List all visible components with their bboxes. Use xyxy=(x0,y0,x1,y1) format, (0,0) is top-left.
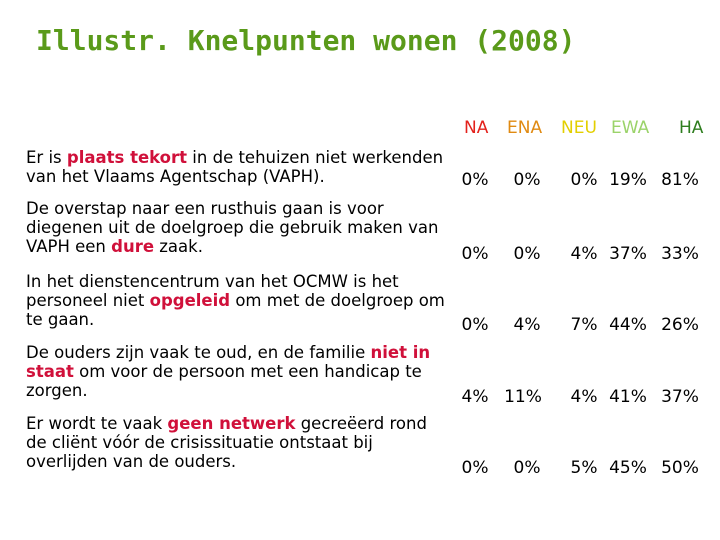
value-ewa: 44% xyxy=(609,315,647,335)
value-neu: 0% xyxy=(570,170,598,190)
value-ha: 26% xyxy=(661,315,699,335)
header-na: NA xyxy=(464,118,489,138)
statement-text: Er wordt te vaak xyxy=(26,414,168,433)
header-ena: ENA xyxy=(507,118,543,138)
value-na: 0% xyxy=(461,458,489,478)
statement-highlight: opgeleid xyxy=(149,291,231,310)
value-neu: 5% xyxy=(570,458,598,478)
statement-3: In het dienstencentrum van het OCMW is h… xyxy=(26,272,446,329)
statement-text: De ouders zijn vaak te oud, en de famili… xyxy=(26,343,371,362)
header-ha: HA xyxy=(679,118,704,138)
statement-highlight: dure xyxy=(111,237,155,256)
value-ewa: 45% xyxy=(609,458,647,478)
slide-title: Illustr. Knelpunten wonen (2008) xyxy=(36,24,576,57)
statement-text: De overstap naar een rusthuis gaan is vo… xyxy=(26,199,439,256)
value-na: 0% xyxy=(461,244,489,264)
value-ewa: 37% xyxy=(609,244,647,264)
statement-2: De overstap naar een rusthuis gaan is vo… xyxy=(26,199,446,256)
header-neu: NEU xyxy=(561,118,597,138)
statement-text: In het dienstencentrum van het OCMW is h… xyxy=(26,272,399,310)
statement-4: De ouders zijn vaak te oud, en de famili… xyxy=(26,343,446,400)
value-ewa: 41% xyxy=(609,387,647,407)
statement-highlight: geen netwerk xyxy=(167,414,296,433)
value-ena: 0% xyxy=(513,170,541,190)
statement-highlight: plaats tekort xyxy=(66,148,188,167)
value-neu: 4% xyxy=(570,387,598,407)
value-ena: 0% xyxy=(513,458,541,478)
statement-5: Er wordt te vaak geen netwerk gecreëerd … xyxy=(26,414,446,471)
value-na: 4% xyxy=(461,387,489,407)
value-ha: 37% xyxy=(661,387,699,407)
statement-text: om voor de persoon met een handicap te z… xyxy=(26,362,422,400)
statement-text: in de tehuizen niet werkenden van het Vl… xyxy=(26,148,444,186)
value-ena: 4% xyxy=(513,315,541,335)
statement-highlight: niet in staat xyxy=(26,343,431,381)
value-neu: 4% xyxy=(570,244,598,264)
value-ena: 0% xyxy=(513,244,541,264)
statement-text: Er is xyxy=(26,148,67,167)
value-ha: 50% xyxy=(661,458,699,478)
statement-1: Er is plaats tekort in de tehuizen niet … xyxy=(26,148,446,186)
value-ewa: 19% xyxy=(609,170,647,190)
statement-text: zaak. xyxy=(154,237,203,256)
value-na: 0% xyxy=(461,315,489,335)
statement-text: om met de doelgroep om te gaan. xyxy=(26,291,445,329)
value-ha: 81% xyxy=(661,170,699,190)
value-na: 0% xyxy=(461,170,489,190)
value-ena: 11% xyxy=(504,387,542,407)
statement-text: gecreëerd rond de cliënt vóór de crisiss… xyxy=(26,414,427,471)
value-ha: 33% xyxy=(661,244,699,264)
value-neu: 7% xyxy=(570,315,598,335)
header-ewa: EWA xyxy=(611,118,650,138)
